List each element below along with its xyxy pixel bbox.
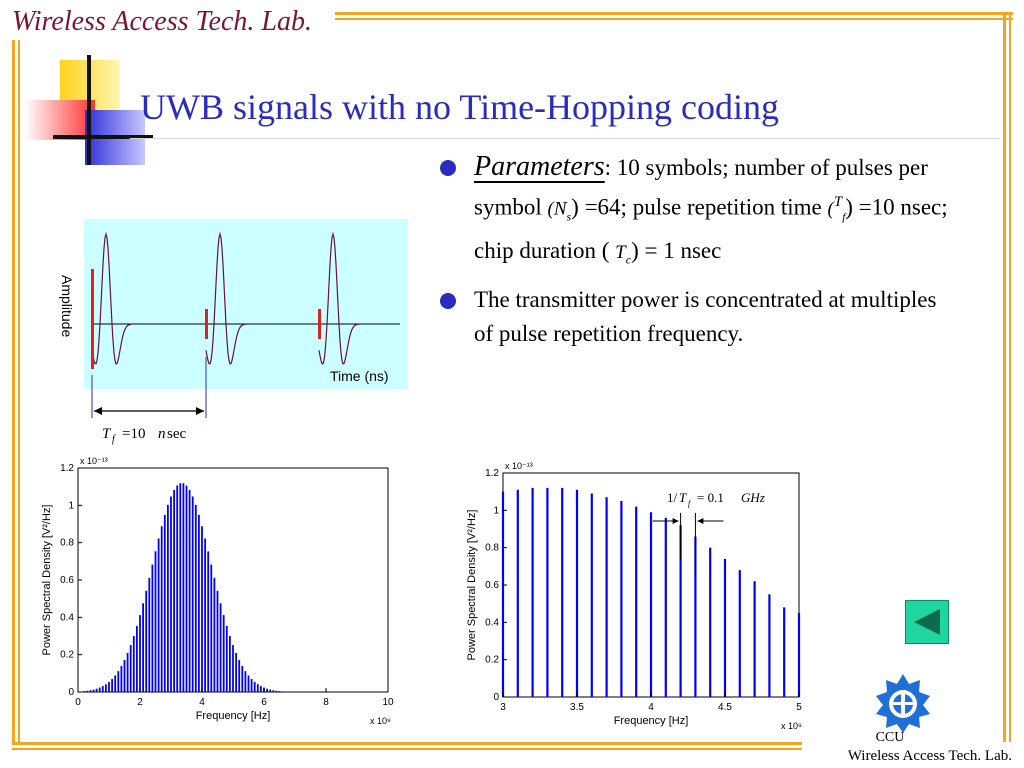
psd-chart-full: 0 2 4 6 8 10 0 0.2 0.4 0.6 0.8 1 1.2 Frequency [Hz] Po… (30, 450, 410, 730)
bullet-dot-icon (440, 292, 456, 309)
math-t: T (833, 194, 843, 210)
bullet-power: The transmitter power is concentrated at… (438, 283, 958, 351)
y-tick-label: 0.6 (485, 580, 499, 591)
chip-marker (91, 269, 94, 369)
pulse-group (91, 231, 360, 369)
y-tick-label: 0.2 (60, 650, 74, 661)
title-underline (130, 138, 1000, 139)
bullet-text: ) =64; pulse repetition time (571, 194, 828, 220)
period-eq: =10 (122, 426, 145, 442)
x-exponent: x 10⁹ (781, 721, 802, 731)
period-sub: f (112, 434, 116, 445)
lab-title: Wireless Access Tech. Lab. (12, 6, 312, 37)
footer-ccu: CCU (875, 730, 905, 745)
pulse-waveform (205, 231, 247, 365)
x-tick-label: 4.5 (718, 702, 732, 713)
bullet-list: Parameters: 10 symbols; number of pulses… (438, 150, 958, 357)
y-tick-label: 0.4 (485, 617, 499, 628)
bullet-text: The transmitter power is concentrated at… (474, 286, 937, 346)
x-tick-label: 3 (500, 702, 506, 713)
math-sub: c (625, 252, 632, 267)
ccu-seal-icon (876, 674, 930, 733)
y-tick-label: 1.2 (60, 463, 74, 474)
x-tick-label: 4 (648, 702, 654, 713)
decor-blocks (25, 55, 155, 170)
math-sub: f (842, 211, 846, 224)
right-frame-line-1 (1003, 12, 1006, 742)
freq-annotation-unit: GHz (741, 490, 765, 505)
y-exponent: x 10⁻¹³ (80, 456, 108, 466)
bullet-text: ) = 1 nsec (631, 238, 722, 264)
triangle-left-icon (914, 609, 940, 635)
bottom-frame-line-1 (12, 742, 802, 745)
footer-lab: Wireless Access Tech. Lab. (847, 748, 1012, 764)
paren: ( (827, 198, 834, 220)
parameters-label: Parameters (474, 151, 605, 182)
psd-chart-full-svg: 0 2 4 6 8 10 0 0.2 0.4 0.6 0.8 1 1.2 Frequency [Hz] Po… (41, 456, 394, 726)
y-tick-label: 1 (68, 500, 74, 511)
psd-chart-zoom: 3 3.5 4 4.5 5 0 0.2 0.4 0.6 0.8 1 1.2 Frequency [Hz]… (455, 455, 815, 735)
freq-annotation-sub: f (688, 499, 692, 508)
waveform-xlabel: Time (ns) (330, 368, 389, 384)
y-tick-label: 0.6 (60, 575, 74, 586)
x-tick-label: 0 (75, 697, 81, 708)
math-t: T (615, 242, 626, 264)
bullet-text: 10 symbols; number of pulses per symbol (474, 155, 928, 220)
back-button[interactable] (905, 600, 949, 644)
freq-annotation-pre: 1/ (667, 490, 678, 505)
x-tick-label: 2 (137, 697, 143, 708)
x-axis-label: Frequency [Hz] (196, 710, 271, 722)
y-tick-label: 0.2 (485, 655, 499, 666)
period-n: n (158, 426, 166, 442)
y-tick-label: 1 (493, 505, 499, 516)
ccu-seal (872, 672, 934, 734)
y-exponent: x 10⁻¹³ (505, 461, 533, 471)
x-tick-label: 6 (261, 697, 267, 708)
chip-marker (318, 309, 321, 339)
period-t: T (102, 426, 112, 442)
pulse-waveform (318, 231, 360, 365)
parameters-colon: : (604, 155, 612, 180)
waveform-ylabel: Amplitude (59, 275, 75, 337)
psd-chart-zoom-svg: 3 3.5 4 4.5 5 0 0.2 0.4 0.6 0.8 1 1.2 Frequency [Hz]… (466, 461, 802, 731)
math-n: N (553, 198, 567, 220)
bullet-parameters: Parameters: 10 symbols; number of pulses… (438, 150, 958, 277)
x-tick-label: 5 (796, 702, 802, 713)
x-axis-label: Frequency [Hz] (614, 715, 689, 727)
bullet-text: ) =10 nsec; chip duration ( (474, 194, 948, 264)
pulse-waveform (91, 231, 133, 365)
y-tick-label: 1.2 (485, 468, 499, 479)
bullet-dot-icon (440, 160, 456, 176)
freq-annotation-eq: = 0.1 (697, 490, 724, 505)
y-axis-label: Power Spectral Density [V²/Hz] (466, 510, 478, 661)
left-frame-line-2 (18, 40, 20, 745)
y-tick-label: 0.4 (60, 612, 74, 623)
paren: ( (547, 198, 554, 220)
x-tick-label: 10 (382, 697, 394, 708)
x-tick-label: 8 (323, 697, 329, 708)
period-unit: sec (167, 426, 186, 442)
top-frame-line-1 (335, 12, 1013, 15)
y-axis-label: Power Spectral Density [V²/Hz] (41, 505, 53, 656)
y-tick-label: 0.8 (485, 543, 499, 554)
y-tick-label: 0 (493, 692, 499, 703)
freq-annotation-t: T (679, 490, 687, 505)
left-frame-line-1 (12, 40, 15, 745)
math-sub: s (566, 209, 572, 224)
waveform-background (84, 219, 408, 389)
y-tick-label: 0 (68, 687, 74, 698)
y-tick-label: 0.8 (60, 538, 74, 549)
waveform-figure: Amplitude Time (ns) T f =10 n sec (40, 215, 420, 450)
x-exponent: x 10⁹ (370, 716, 391, 726)
slide-title: UWB signals with no Time-Hopping coding (140, 87, 780, 127)
chip-marker (205, 309, 208, 339)
top-frame-line-2 (335, 18, 1013, 20)
bottom-frame-line-2 (12, 748, 802, 750)
x-tick-label: 3.5 (570, 702, 584, 713)
right-frame-line-2 (1009, 12, 1011, 742)
x-tick-label: 4 (199, 697, 205, 708)
waveform-svg: Amplitude Time (ns) T f =10 n sec (59, 219, 408, 445)
